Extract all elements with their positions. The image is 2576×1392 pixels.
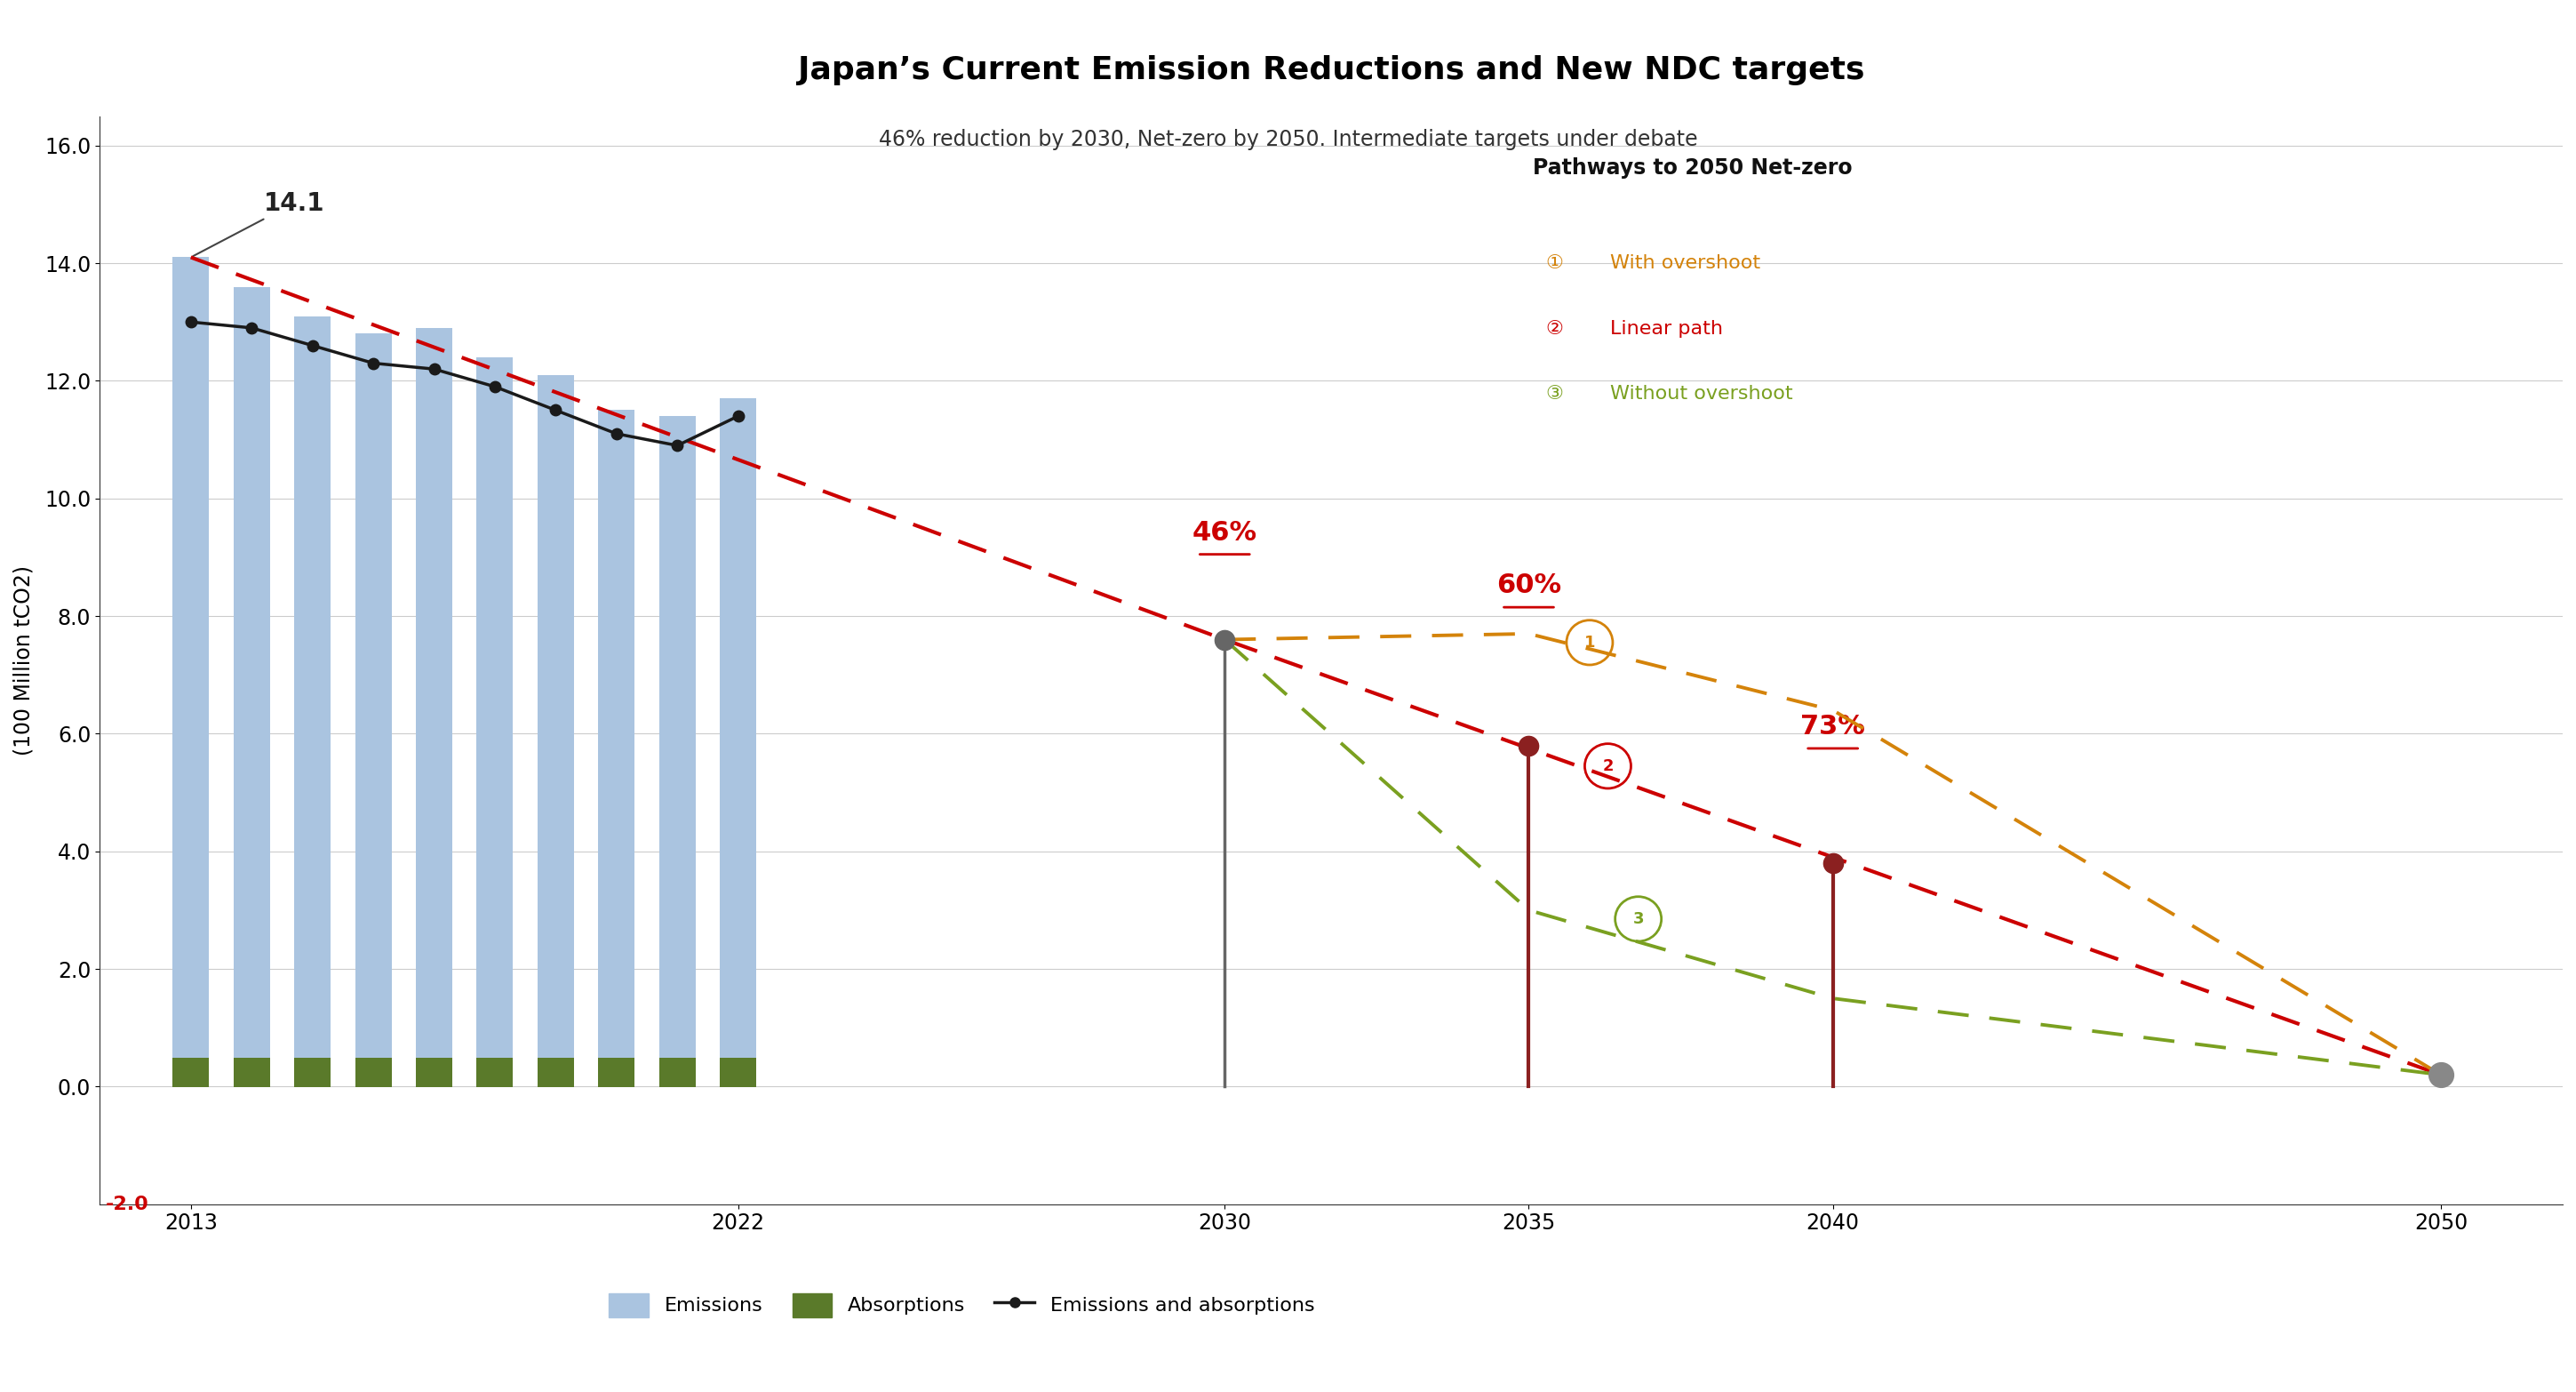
Title: Japan’s Current Emission Reductions and New NDC targets: Japan’s Current Emission Reductions and … <box>799 56 1865 85</box>
Text: 46% reduction by 2030, Net-zero by 2050. Intermediate targets under debate: 46% reduction by 2030, Net-zero by 2050.… <box>878 129 1698 150</box>
Bar <box>477 1058 513 1087</box>
Bar <box>477 358 513 1087</box>
Text: 3: 3 <box>1633 910 1643 927</box>
Bar <box>173 258 209 1087</box>
Y-axis label: (100 Million tCO2): (100 Million tCO2) <box>13 565 33 756</box>
Bar <box>173 1058 209 1087</box>
Text: -2.0: -2.0 <box>106 1196 149 1214</box>
Text: 1: 1 <box>1584 635 1595 650</box>
Text: ③: ③ <box>1546 386 1564 404</box>
Bar <box>234 1058 270 1087</box>
Bar <box>294 316 330 1087</box>
Text: With overshoot: With overshoot <box>1610 255 1759 273</box>
Bar <box>598 1058 634 1087</box>
Bar <box>355 334 392 1087</box>
Bar <box>415 1058 453 1087</box>
Text: ②: ② <box>1546 320 1564 338</box>
Bar <box>538 1058 574 1087</box>
Bar <box>355 1058 392 1087</box>
Text: Linear path: Linear path <box>1610 320 1723 338</box>
Text: 2: 2 <box>1602 759 1613 774</box>
Bar <box>719 1058 757 1087</box>
Text: 73%: 73% <box>1801 714 1865 739</box>
Text: 14.1: 14.1 <box>193 191 325 256</box>
Text: Without overshoot: Without overshoot <box>1610 386 1793 404</box>
Bar <box>538 374 574 1087</box>
Bar <box>598 411 634 1087</box>
Bar <box>659 1058 696 1087</box>
Bar <box>415 329 453 1087</box>
Bar <box>659 416 696 1087</box>
Bar <box>719 398 757 1087</box>
Text: 46%: 46% <box>1193 519 1257 546</box>
Text: Pathways to 2050 Net-zero: Pathways to 2050 Net-zero <box>1533 157 1852 178</box>
Legend: Emissions, Absorptions, Emissions and absorptions: Emissions, Absorptions, Emissions and ab… <box>600 1285 1321 1325</box>
Bar <box>294 1058 330 1087</box>
Text: 60%: 60% <box>1497 572 1561 599</box>
Text: ①: ① <box>1546 255 1564 273</box>
Bar <box>234 287 270 1087</box>
